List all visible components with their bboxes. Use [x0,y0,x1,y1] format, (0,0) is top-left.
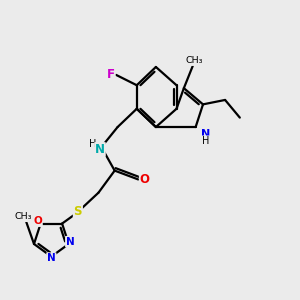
Text: N: N [47,253,56,263]
Text: CH₃: CH₃ [15,212,32,221]
Text: N: N [66,237,75,247]
Text: O: O [140,173,150,186]
Text: H: H [89,139,97,149]
Text: H: H [202,136,210,146]
Text: CH₃: CH₃ [185,56,203,65]
Text: S: S [74,205,82,218]
Text: N: N [95,143,105,156]
Text: N: N [201,128,211,139]
Text: F: F [107,68,115,81]
Text: O: O [33,216,42,226]
